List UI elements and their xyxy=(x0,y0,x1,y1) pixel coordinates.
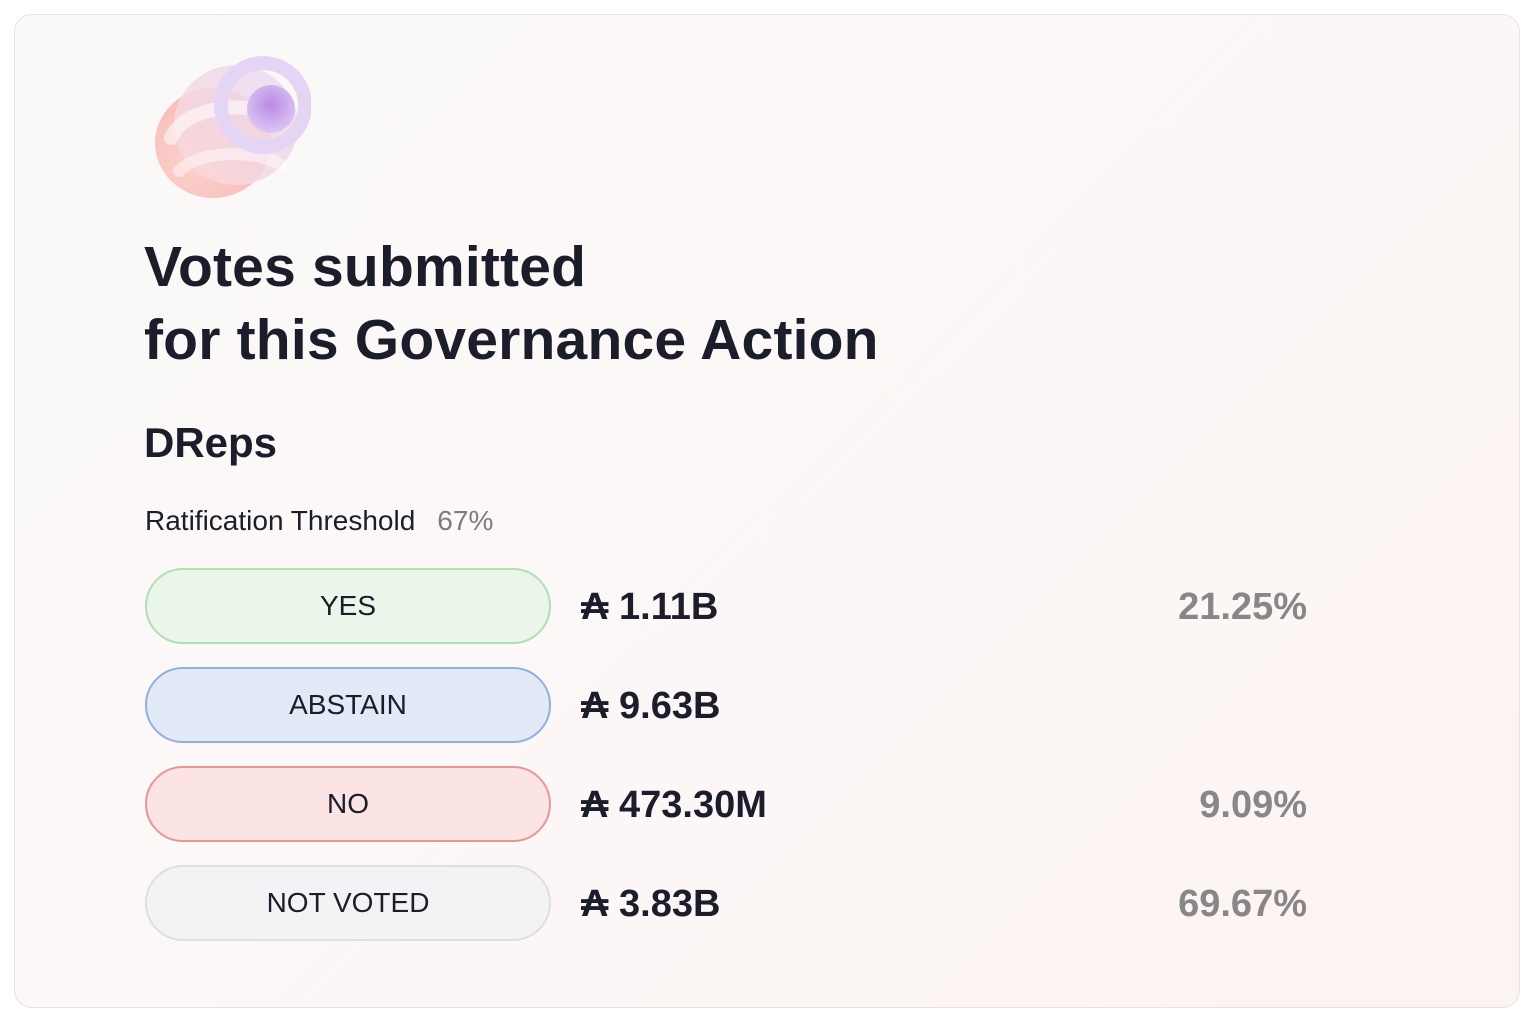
vote-amount: ₳ 473.30M xyxy=(581,784,767,826)
vote-row: NO ₳ 473.30M 9.09% xyxy=(145,766,1307,842)
vote-amount: ₳ 9.63B xyxy=(581,685,721,727)
title-line: Votes submitted xyxy=(144,235,587,299)
vote-pill: NO xyxy=(145,766,551,842)
vote-amount: ₳ 1.11B xyxy=(581,586,719,628)
vote-row: YES ₳ 1.11B 21.25% xyxy=(145,568,1307,644)
threshold: Ratification Threshold 67% xyxy=(145,505,493,537)
vote-pill: NOT VOTED xyxy=(145,865,551,941)
vote-percent: 69.67% xyxy=(1178,883,1307,925)
card: Votes submitted for this Governance Acti… xyxy=(14,14,1520,1008)
vote-pill: YES xyxy=(145,568,551,644)
vote-percent: 21.25% xyxy=(1178,586,1307,628)
vote-row: NOT VOTED ₳ 3.83B 69.67% xyxy=(145,865,1307,941)
threshold-label: Ratification Threshold xyxy=(145,505,416,536)
vote-row: ABSTAIN ₳ 9.63B xyxy=(145,667,1307,743)
section-title: DReps xyxy=(144,419,278,466)
title: Votes submitted for this Governance Acti… xyxy=(144,231,879,377)
vote-pill: ABSTAIN xyxy=(145,667,551,743)
title-line: for this Governance Action xyxy=(144,308,879,372)
threshold-value: 67% xyxy=(437,505,494,536)
vote-percent: 9.09% xyxy=(1199,784,1307,826)
logo xyxy=(155,56,311,198)
vote-amount: ₳ 3.83B xyxy=(581,883,721,925)
